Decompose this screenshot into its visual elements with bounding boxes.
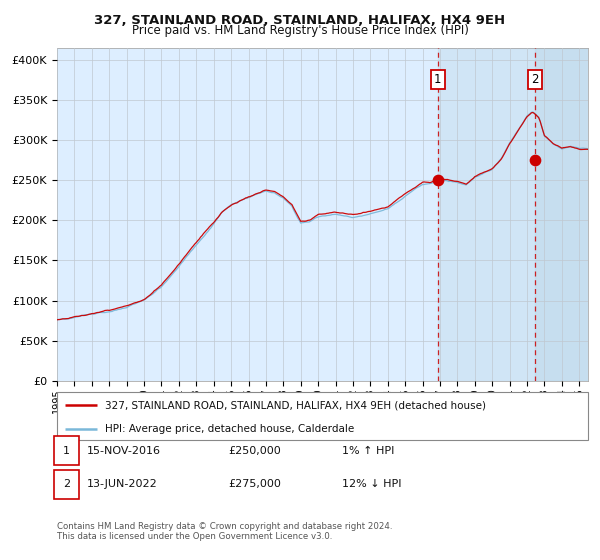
Text: £275,000: £275,000: [228, 479, 281, 489]
Text: Price paid vs. HM Land Registry's House Price Index (HPI): Price paid vs. HM Land Registry's House …: [131, 24, 469, 37]
Text: 1% ↑ HPI: 1% ↑ HPI: [342, 446, 394, 456]
Point: [433, 176, 443, 185]
Point: [530, 156, 540, 165]
Text: 13-JUN-2022: 13-JUN-2022: [87, 479, 158, 489]
Text: 1: 1: [63, 446, 70, 456]
FancyBboxPatch shape: [57, 392, 588, 440]
Text: 327, STAINLAND ROAD, STAINLAND, HALIFAX, HX4 9EH (detached house): 327, STAINLAND ROAD, STAINLAND, HALIFAX,…: [105, 400, 486, 410]
Text: 2: 2: [63, 479, 70, 489]
Bar: [438, 48, 590, 381]
Text: 12% ↓ HPI: 12% ↓ HPI: [342, 479, 401, 489]
Text: 15-NOV-2016: 15-NOV-2016: [87, 446, 161, 456]
Text: 327, STAINLAND ROAD, STAINLAND, HALIFAX, HX4 9EH: 327, STAINLAND ROAD, STAINLAND, HALIFAX,…: [94, 14, 506, 27]
Bar: [535, 48, 590, 381]
Text: 1: 1: [434, 73, 442, 86]
Text: £250,000: £250,000: [228, 446, 281, 456]
Text: Contains HM Land Registry data © Crown copyright and database right 2024.
This d: Contains HM Land Registry data © Crown c…: [57, 522, 392, 542]
Text: HPI: Average price, detached house, Calderdale: HPI: Average price, detached house, Cald…: [105, 424, 354, 434]
Text: 2: 2: [531, 73, 539, 86]
